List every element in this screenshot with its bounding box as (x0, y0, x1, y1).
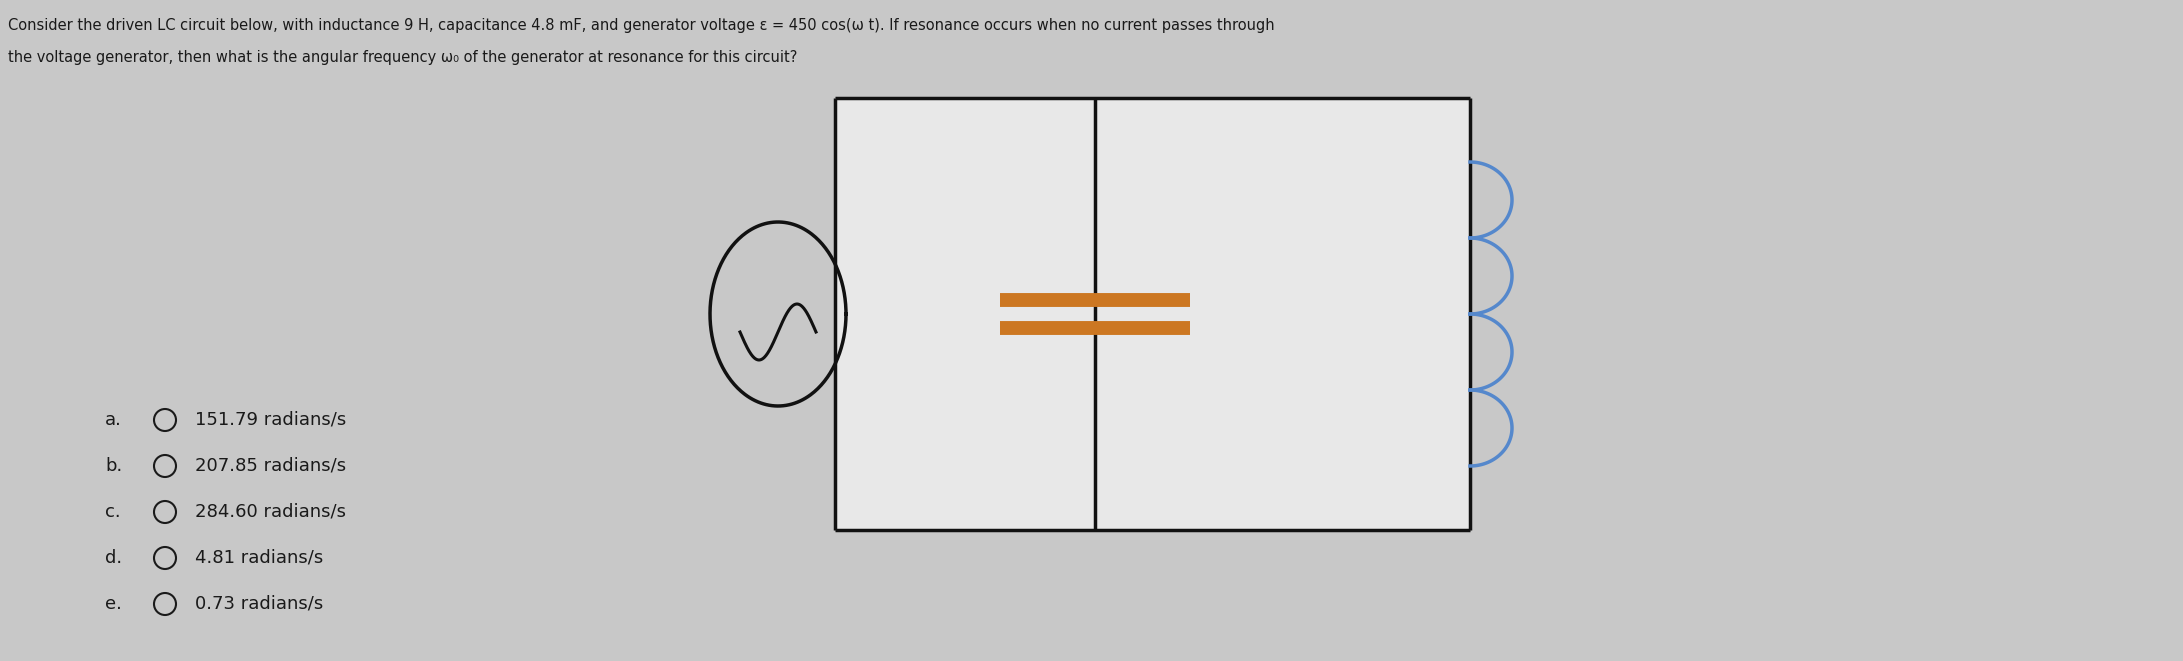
Text: c.: c. (105, 503, 120, 521)
Text: 151.79 radians/s: 151.79 radians/s (194, 411, 347, 429)
Text: the voltage generator, then what is the angular frequency ω₀ of the generator at: the voltage generator, then what is the … (9, 50, 797, 65)
Text: 284.60 radians/s: 284.60 radians/s (194, 503, 345, 521)
Text: a.: a. (105, 411, 122, 429)
Text: 4.81 radians/s: 4.81 radians/s (194, 549, 323, 567)
Text: d.: d. (105, 549, 122, 567)
Text: 0.73 radians/s: 0.73 radians/s (194, 595, 323, 613)
Text: 207.85 radians/s: 207.85 radians/s (194, 457, 347, 475)
Text: b.: b. (105, 457, 122, 475)
Bar (836, 98, 1469, 530)
Text: e.: e. (105, 595, 122, 613)
Text: Consider the driven LC circuit below, with inductance 9 H, capacitance 4.8 mF, a: Consider the driven LC circuit below, wi… (9, 18, 1275, 33)
